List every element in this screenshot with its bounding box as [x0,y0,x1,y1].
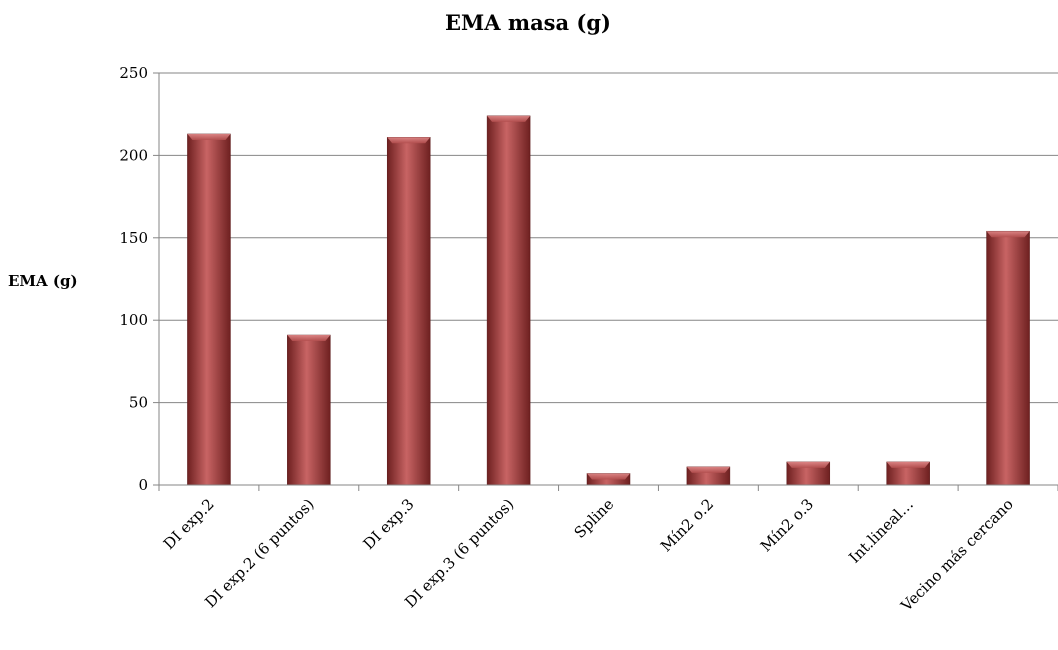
bar-top-bevel [686,466,730,473]
x-category-label: Int.lineal… [845,495,917,567]
x-category-label: DI exp.2 [160,495,218,553]
bar-body [986,230,1030,486]
bar [686,466,731,486]
bar-top-bevel [387,137,431,144]
bar [287,334,331,486]
y-tick-label: 200 [119,146,148,164]
bar [786,461,831,486]
x-category-label: Spline [571,495,618,542]
bar-body [486,115,531,486]
bar-body [187,133,231,486]
bar-top-bevel [886,461,930,468]
bar-body [386,137,431,486]
x-category-label: Mín2 o.2 [657,495,717,555]
bar [886,461,930,486]
x-category-label: DI exp.3 (6 puntos) [401,495,517,611]
bar-top-bevel [786,461,830,468]
bar-top-bevel [587,473,630,480]
y-tick-label: 100 [119,311,148,329]
bar-top-bevel [287,335,331,342]
bar-top-bevel [187,133,231,140]
bar-body [287,334,331,486]
y-axis-title: EMA (g) [8,272,78,290]
x-tick-labels: DI exp.2DI exp.2 (6 puntos) DI exp.3DI ex… [160,495,1017,615]
bars [187,115,1030,486]
y-tick-label: 0 [138,476,148,494]
bar [386,137,431,486]
y-tick-label: 150 [119,229,148,247]
chart-title: EMA masa (g) [445,10,611,35]
x-category-label: DI exp.2 (6 puntos) [201,495,317,611]
bar-top-bevel [986,231,1030,238]
bar [986,230,1030,486]
bar [486,115,531,486]
y-tick-label: 250 [119,64,148,82]
axes [158,73,1058,491]
bar [187,133,231,486]
x-category-label: Mín2 o.3 [757,495,817,555]
bar [586,473,631,486]
x-category-label: DI exp.3 [360,495,418,553]
x-category-label: Vecino más cercano [897,495,1017,615]
y-tick-label: 50 [129,394,148,412]
bar-top-bevel [487,115,531,122]
y-tick-labels: 0 50 100 150 200 250 [119,64,148,494]
